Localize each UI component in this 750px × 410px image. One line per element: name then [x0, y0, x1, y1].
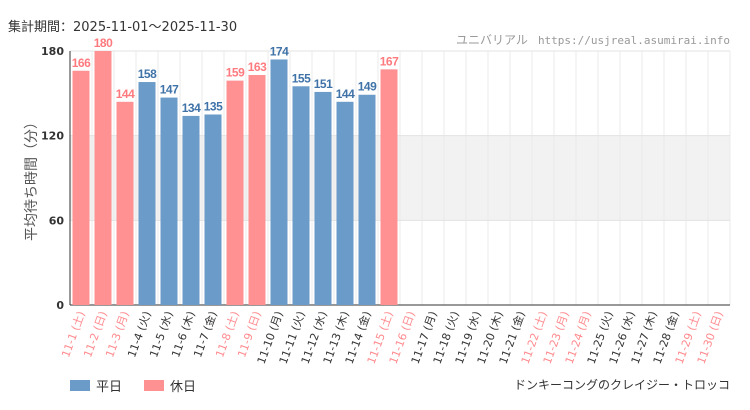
- data-label: 155: [292, 71, 311, 85]
- bar: [270, 59, 288, 305]
- data-label: 147: [160, 83, 179, 97]
- legend-item-weekday[interactable]: 平日: [70, 376, 122, 395]
- legend-swatch-holiday: [144, 380, 165, 391]
- bar: [182, 115, 200, 306]
- y-tick-label: 60: [49, 214, 65, 227]
- legend-label-holiday: 休日: [170, 380, 197, 395]
- data-label: 163: [248, 60, 267, 74]
- legend: 平日 休日: [70, 376, 218, 395]
- site-name[interactable]: ユニバリアル: [456, 33, 528, 47]
- data-label: 158: [138, 67, 157, 81]
- bar: [160, 97, 178, 305]
- bar: [292, 86, 310, 306]
- data-label: 151: [314, 77, 333, 91]
- data-label: 149: [358, 80, 377, 94]
- y-tick-label: 120: [41, 130, 64, 143]
- data-label: 134: [182, 101, 201, 115]
- data-label: 135: [204, 100, 223, 114]
- legend-label-weekday: 平日: [96, 380, 123, 395]
- data-label: 144: [336, 87, 355, 101]
- bar: [138, 82, 156, 306]
- bar: [336, 101, 354, 305]
- bar: [248, 74, 266, 305]
- legend-swatch-weekday: [70, 380, 90, 391]
- bar: [72, 70, 90, 305]
- period-label: 集計期間：2025-11-01〜2025-11-30: [8, 20, 238, 35]
- data-label: 167: [380, 54, 399, 68]
- bar: [380, 69, 398, 305]
- bar: [358, 94, 376, 305]
- site-url[interactable]: https://usjreal.asumirai.info: [537, 34, 730, 47]
- data-label: 159: [226, 66, 245, 80]
- bar: [314, 91, 332, 305]
- bar: [204, 114, 222, 305]
- data-label: 144: [116, 87, 135, 101]
- attraction-name: ドンキーコングのクレイジー・トロッコ: [513, 378, 730, 392]
- legend-item-holiday[interactable]: 休日: [144, 376, 196, 395]
- y-axis-title: 平均待ち時間（分）: [24, 115, 40, 241]
- bar: [94, 51, 112, 305]
- bar: [116, 101, 134, 305]
- y-tick-label: 180: [41, 45, 64, 58]
- site-credit: ユニバリアル https://usjreal.asumirai.info: [456, 31, 730, 48]
- y-tick-label: 0: [56, 299, 64, 312]
- bar: [226, 80, 244, 305]
- data-label: 166: [72, 56, 91, 70]
- data-label: 174: [270, 44, 289, 58]
- data-label: 180: [94, 36, 113, 50]
